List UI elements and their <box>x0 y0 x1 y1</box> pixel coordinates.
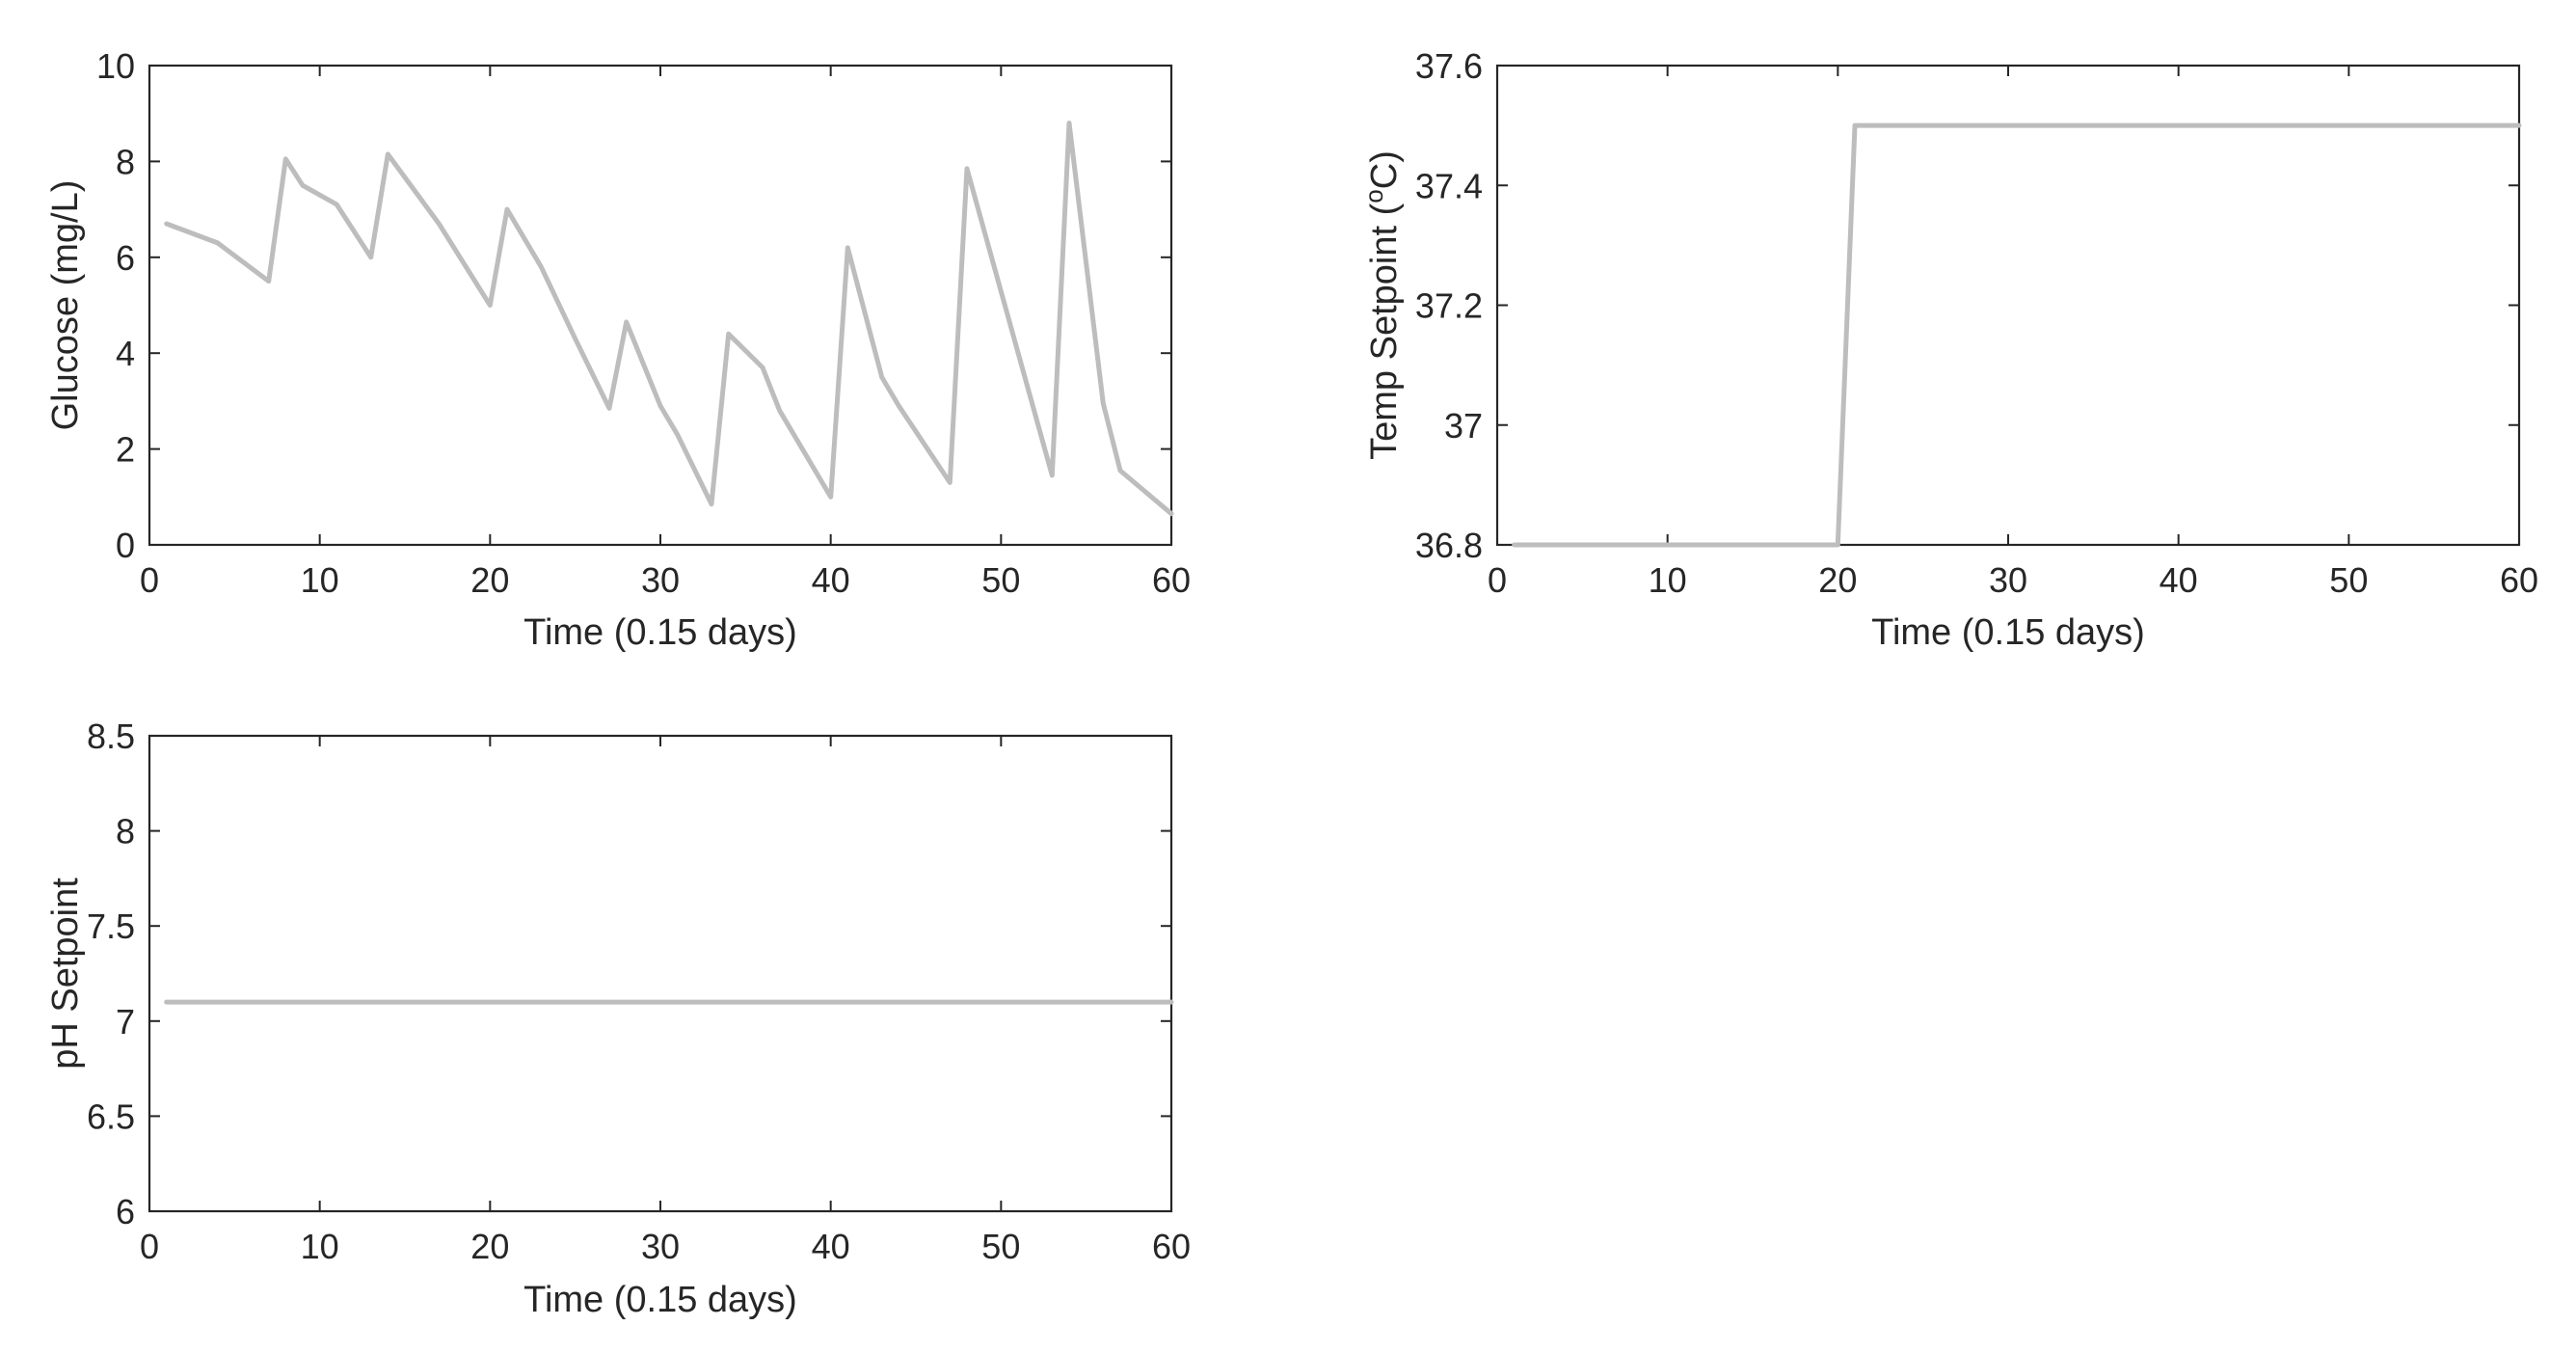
y-axis-label: Temp Setpoint (oC) <box>1359 150 1405 460</box>
series-layer <box>164 121 1174 517</box>
y-tick-label: 8.5 <box>87 717 135 756</box>
y-axis-label-end: C) <box>1364 150 1405 189</box>
x-tick-label: 60 <box>1152 560 1191 600</box>
y-tick-label: 36.8 <box>1415 526 1483 565</box>
y-tick-label: 6 <box>116 1192 135 1231</box>
x-tick-label: 50 <box>2329 560 2368 600</box>
x-axis-label: Time (0.15 days) <box>1871 612 2145 653</box>
x-axis-label: Time (0.15 days) <box>523 1280 797 1320</box>
x-tick-label: 0 <box>140 1227 159 1266</box>
y-axis-label: pH Setpoint <box>45 878 86 1069</box>
x-tick-label: 0 <box>1488 560 1507 600</box>
y-tick-labels: 6 6.5 7 7.5 8 8.5 <box>87 717 135 1231</box>
x-tick-label: 40 <box>2160 560 2198 600</box>
x-tick-label: 20 <box>470 560 509 600</box>
y-tick-label: 10 <box>96 46 135 86</box>
x-tick-labels: 0 10 20 30 40 50 60 <box>140 1227 1191 1266</box>
x-tick-label: 10 <box>1649 560 1687 600</box>
y-tick-label: 37.6 <box>1415 46 1483 86</box>
x-tick-label: 30 <box>641 560 680 600</box>
y-tick-label: 37 <box>1444 406 1483 446</box>
x-tick-label: 50 <box>981 1227 1020 1266</box>
y-tick-label: 0 <box>116 526 135 565</box>
y-tick-label: 7 <box>116 1002 135 1042</box>
x-tick-label: 30 <box>1989 560 2027 600</box>
tick-marks <box>148 735 1172 1212</box>
y-tick-label: 8 <box>116 142 135 181</box>
x-tick-label: 10 <box>301 560 339 600</box>
x-tick-label: 60 <box>2500 560 2538 600</box>
x-axis-label: Time (0.15 days) <box>523 612 797 653</box>
y-axis-label-main: Temp Setpoint ( <box>1364 203 1405 459</box>
y-tick-label: 4 <box>116 334 135 373</box>
tick-marks <box>1496 65 2520 546</box>
x-tick-label: 40 <box>812 560 850 600</box>
x-tick-label: 40 <box>812 1227 850 1266</box>
chart-glucose: 0 10 20 30 40 50 60 0 2 4 6 8 10 Time (0.15 days) G… <box>45 46 1191 653</box>
y-tick-label: 37.4 <box>1415 166 1483 205</box>
x-tick-labels: 0 10 20 30 40 50 60 <box>1488 560 2538 600</box>
y-tick-label: 6 <box>116 238 135 278</box>
y-tick-label: 2 <box>116 430 135 470</box>
plot-area <box>148 64 1173 547</box>
y-tick-label: 8 <box>116 812 135 852</box>
x-tick-label: 50 <box>981 560 1020 600</box>
plot-area <box>148 734 1173 1213</box>
y-tick-labels: 0 2 4 6 8 10 <box>96 46 135 565</box>
y-tick-label: 37.2 <box>1415 286 1483 326</box>
x-tick-labels: 0 10 20 30 40 50 60 <box>140 560 1191 600</box>
x-tick-label: 20 <box>1818 560 1857 600</box>
x-tick-label: 20 <box>470 1227 509 1266</box>
chart-temp-setpoint: 0 10 20 30 40 50 60 36.8 37 37.2 37.4 37.6 Time (0… <box>1359 46 2538 653</box>
x-tick-label: 60 <box>1152 1227 1191 1266</box>
x-tick-label: 30 <box>641 1227 680 1266</box>
series-line <box>164 121 1174 517</box>
y-axis-label: Glucose (mg/L) <box>45 180 86 431</box>
x-tick-label: 10 <box>301 1227 339 1266</box>
series-layer <box>1512 122 2522 548</box>
tick-marks <box>148 65 1172 546</box>
chart-ph-setpoint: 0 10 20 30 40 50 60 6 6.5 7 7.5 8 8.5 Time (0.15 da… <box>45 717 1191 1320</box>
y-tick-labels: 36.8 37 37.2 37.4 37.6 <box>1415 46 1483 565</box>
series-line <box>1512 122 2522 548</box>
y-axis-label-superscript: o <box>1359 189 1388 203</box>
plot-area <box>1495 64 2521 547</box>
y-tick-label: 7.5 <box>87 907 135 946</box>
y-tick-label: 6.5 <box>87 1096 135 1136</box>
x-tick-label: 0 <box>140 560 159 600</box>
